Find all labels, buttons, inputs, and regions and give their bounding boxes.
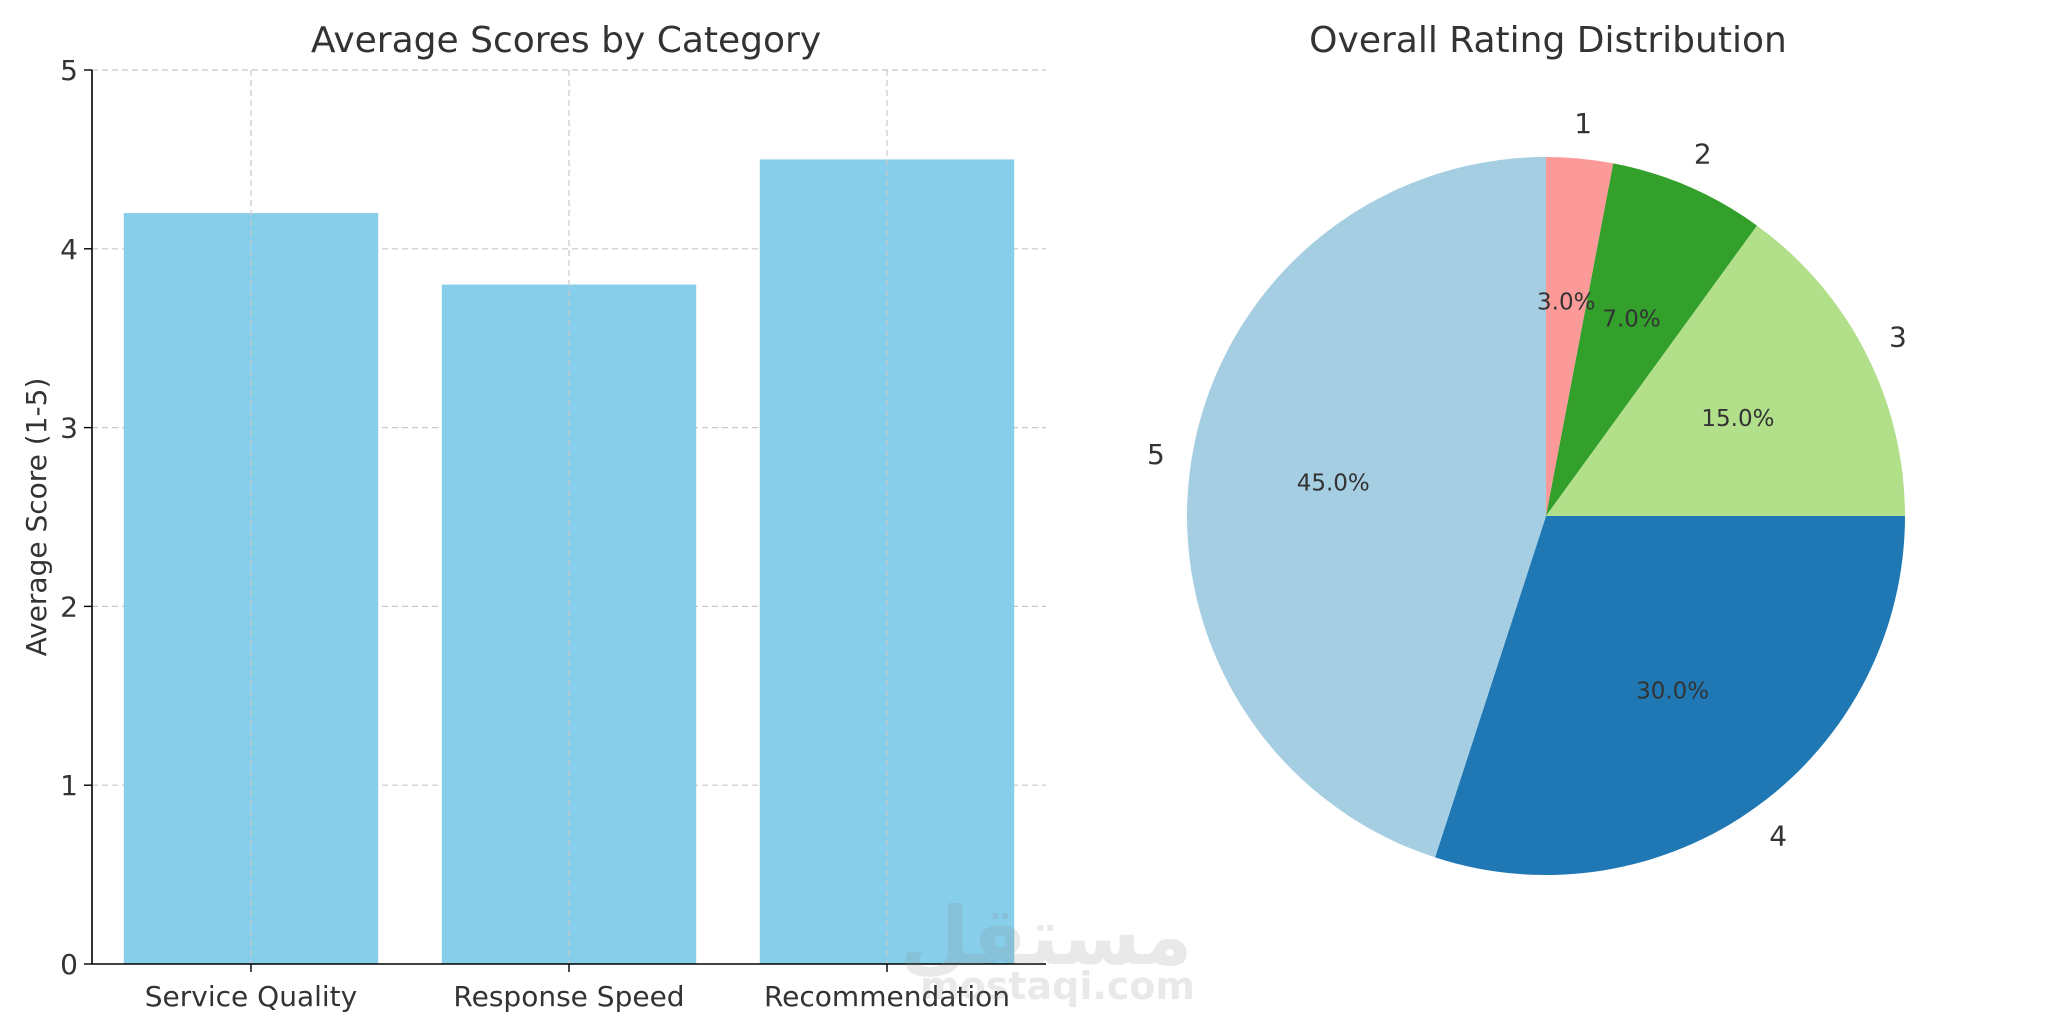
pie-percent-label: 45.0% xyxy=(1297,470,1370,496)
pie-slice-label: 1 xyxy=(1574,107,1592,140)
y-tick-label: 1 xyxy=(60,769,78,802)
pie-slice-5 xyxy=(1187,157,1546,858)
pie-slice-2 xyxy=(1546,163,1758,516)
bar-chart-ylabel: Average Score (1-5) xyxy=(20,378,53,657)
pie-percent-label: 3.0% xyxy=(1537,290,1595,316)
pie-slice-label: 5 xyxy=(1147,438,1165,471)
pie-chart-slices xyxy=(1187,157,1905,875)
pie-slice-1 xyxy=(1546,157,1614,516)
watermark-url: mostaqi.com xyxy=(920,964,1196,1008)
pie-slice-3 xyxy=(1546,225,1905,516)
y-tick-label: 5 xyxy=(60,54,78,87)
pie-chart-labels: 1 3.0% 2 7.0% 3 15.0% 4 30.0% 5 45.0% xyxy=(1147,107,1907,853)
y-tick-label: 4 xyxy=(60,233,78,266)
y-tick-label: 0 xyxy=(60,948,78,981)
pie-percent-label: 7.0% xyxy=(1602,306,1660,332)
bar-chart: Average Scores by Category Average Score… xyxy=(20,20,1046,1013)
y-tick-label: 3 xyxy=(60,412,78,445)
x-tick-label: Response Speed xyxy=(453,980,684,1013)
pie-slice-label: 4 xyxy=(1769,819,1787,852)
watermark-arabic-text: مستقل xyxy=(900,890,1193,983)
pie-chart-title: Overall Rating Distribution xyxy=(1309,20,1787,61)
bar-service-quality xyxy=(123,213,379,965)
pie-slice-label: 3 xyxy=(1889,321,1907,354)
pie-slice-4 xyxy=(1435,516,1905,875)
bar-chart-vertical-grid xyxy=(250,70,888,964)
pie-percent-label: 15.0% xyxy=(1701,406,1774,432)
bar-chart-title: Average Scores by Category xyxy=(311,20,821,61)
pie-percent-label: 30.0% xyxy=(1636,678,1709,704)
y-tick-label: 2 xyxy=(60,590,78,623)
watermark: مستقل mostaqi.com xyxy=(900,890,1195,1010)
x-tick-label: Recommendation xyxy=(764,980,1010,1013)
bar-chart-x-ticks: Service Quality Response Speed Recommendat… xyxy=(145,964,1010,1013)
pie-slice-label: 2 xyxy=(1694,138,1712,171)
pie-chart: Overall Rating Distribution 13.0%27.0%31… xyxy=(1147,20,1907,875)
x-tick-label: Service Quality xyxy=(145,980,357,1013)
bar-chart-y-ticks: 0 1 2 3 4 5 xyxy=(60,54,92,981)
